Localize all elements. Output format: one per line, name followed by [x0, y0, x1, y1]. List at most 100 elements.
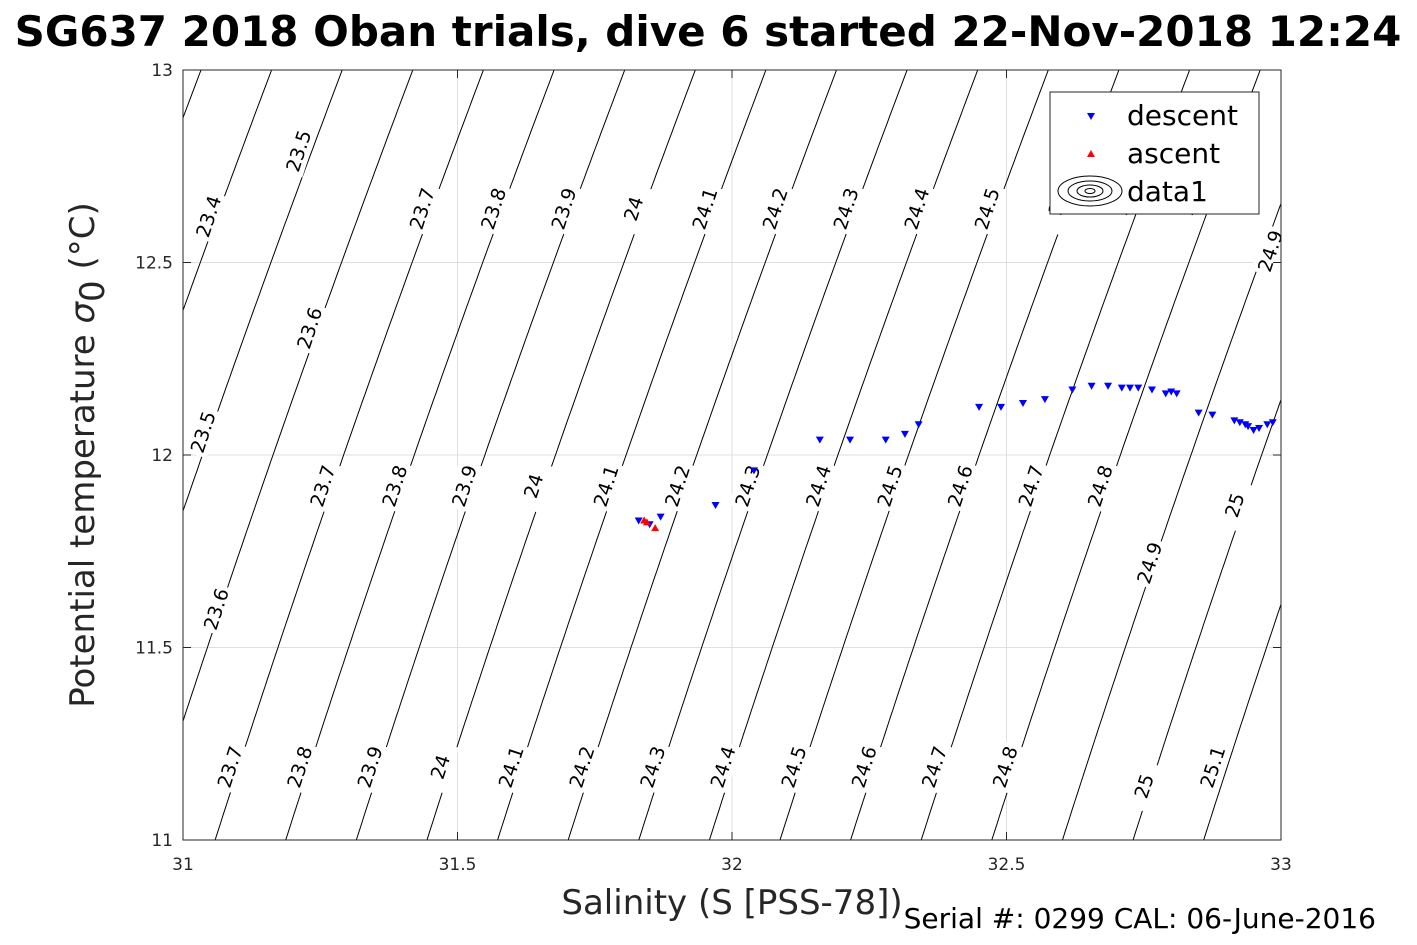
x-tick-label: 31.5 — [439, 855, 477, 875]
contour-label-bg — [474, 182, 513, 236]
y-tick-label: 13 — [151, 61, 173, 81]
contour-label-bg — [703, 740, 742, 794]
contour-label-bg — [350, 740, 389, 794]
x-tick-label: 31 — [172, 855, 194, 875]
contour-label-bg — [280, 740, 319, 794]
descent-point — [1167, 388, 1176, 396]
ascent-point — [642, 518, 651, 526]
descent-point — [1104, 382, 1113, 390]
legend-descent-label: descent — [1127, 99, 1238, 132]
descent-point — [1068, 386, 1077, 394]
y-axis-label-sub: 0 — [73, 280, 113, 302]
descent-point — [634, 517, 643, 525]
contour-label-bg — [375, 459, 414, 513]
contour-label-bg — [1130, 536, 1169, 590]
legend-descent-marker — [1087, 113, 1095, 120]
contour-label-bg — [189, 189, 228, 243]
contour-line — [1132, 398, 1281, 840]
contour-label-bg — [183, 405, 222, 459]
x-axis-label: Salinity (S [PSS-78]) — [561, 883, 902, 923]
contour-label-bg — [826, 182, 865, 236]
x-tick-label: 32 — [721, 855, 743, 875]
descent-point — [997, 403, 1006, 411]
contour-label-bg — [844, 740, 883, 794]
descent-point — [1018, 400, 1027, 408]
descent-point — [914, 421, 923, 429]
contour-label-bg — [774, 740, 813, 794]
contour-line — [1203, 602, 1281, 840]
y-tick-label: 12 — [151, 446, 173, 466]
contour-label-bg — [197, 582, 235, 636]
descent-point — [1249, 426, 1258, 434]
descent-point — [1134, 384, 1143, 392]
descent-point — [1263, 421, 1272, 429]
contour-label-bg — [685, 182, 724, 236]
axis-ticks: 31 31.5 32 32.5 33 11 11.5 12 12.5 13 — [135, 61, 1292, 875]
legend-box — [1049, 91, 1260, 215]
descent-point — [1172, 390, 1181, 398]
legend-data1-marker — [1057, 175, 1123, 207]
descent-point — [1194, 409, 1203, 417]
x-tick-label: 33 — [1270, 855, 1292, 875]
descent-point — [900, 430, 909, 438]
descent-point — [1117, 384, 1126, 392]
contour-label-bg — [728, 459, 767, 513]
contour-label-bg — [1193, 740, 1232, 794]
contour-label-bg — [658, 459, 696, 513]
contour-label-bg — [514, 459, 553, 513]
descent-point — [749, 467, 758, 475]
contour-label-bg — [210, 740, 249, 794]
y-axis-label: Potential temperature σ0 (°C) — [63, 202, 113, 708]
contour-label-bg — [290, 301, 329, 355]
contour-label-bg — [544, 182, 583, 236]
descent-point — [1126, 384, 1135, 392]
descent-point — [846, 436, 855, 444]
contour-label-bg — [967, 182, 1006, 236]
descent-point — [1208, 411, 1217, 419]
contour-label-bg — [897, 182, 936, 236]
contour-label-bg — [915, 740, 953, 794]
descent-point — [1161, 390, 1170, 398]
contour-label-bg — [402, 182, 441, 236]
legend-ascent-label: ascent — [1127, 137, 1220, 170]
descent-point — [881, 436, 890, 444]
contour-label-bg — [491, 740, 530, 794]
descent-point — [1230, 417, 1239, 425]
contour-label-bg — [586, 459, 625, 513]
contour-label-bg — [633, 740, 672, 794]
y-axis-label-main: Potential temperature — [63, 324, 103, 708]
contour-label-bg — [799, 459, 838, 513]
contour-label-bg — [445, 459, 483, 513]
y-tick-label: 11.5 — [135, 639, 173, 659]
contour-label-bg — [1215, 478, 1254, 532]
legend-data1-label: data1 — [1127, 175, 1208, 208]
chart-title: SG637 2018 Oban trials, dive 6 started 2… — [15, 7, 1402, 56]
y-tick-label: 12.5 — [135, 254, 173, 274]
contour-line — [183, 70, 414, 723]
legend: descent ascent data1 — [1049, 91, 1260, 215]
serial-footer: Serial #: 0299 CAL: 06-June-2016 — [904, 902, 1376, 935]
contour-label-bg — [986, 740, 1024, 794]
contour-label-bg — [1124, 759, 1163, 813]
descent-point — [656, 513, 665, 521]
ascent-point — [651, 524, 660, 532]
contour-label-bg — [1011, 459, 1050, 513]
contour-label-bg — [303, 459, 342, 513]
contour-label-bg — [614, 182, 653, 236]
contour-label-bg — [279, 124, 318, 178]
descent-point — [1244, 423, 1253, 431]
contour-label-bg — [1081, 459, 1119, 513]
descent-point — [1087, 382, 1096, 390]
contour-line — [1062, 202, 1281, 840]
contour-label-bg — [1251, 224, 1289, 278]
data-points — [634, 382, 1277, 532]
contour-label-bg — [562, 740, 601, 794]
contour-label-bg — [421, 740, 459, 794]
descent-point — [1255, 425, 1264, 433]
descent-point — [711, 502, 720, 510]
contour-label-bg — [755, 182, 794, 236]
descent-point — [815, 436, 824, 444]
x-tick-label: 32.5 — [988, 855, 1026, 875]
y-axis-label-sigma: σ — [63, 301, 103, 324]
